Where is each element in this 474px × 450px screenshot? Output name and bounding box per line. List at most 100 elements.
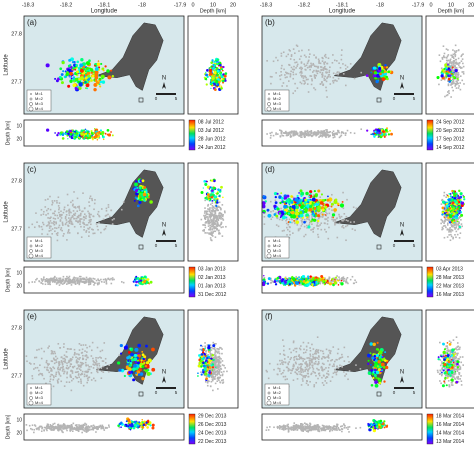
background-event: [452, 236, 455, 239]
north: N: [400, 223, 404, 229]
background-event: [462, 62, 464, 65]
background-event: [263, 223, 266, 225]
background-event: [59, 219, 62, 221]
background-event: [49, 375, 52, 378]
event: [382, 133, 386, 136]
event: [340, 282, 344, 286]
background-event: [296, 132, 299, 135]
background-event: [50, 216, 52, 219]
background-event: [46, 224, 49, 227]
background-event: [77, 365, 80, 368]
background-event: [317, 236, 320, 238]
background-event: [41, 233, 43, 235]
background-event: [324, 75, 326, 78]
background-event: [65, 278, 68, 281]
side-frame: [425, 162, 474, 262]
event: [306, 283, 310, 287]
event: [448, 193, 451, 195]
background-event: [83, 375, 86, 378]
background-event: [445, 57, 448, 59]
background-event: [31, 281, 34, 283]
event: [285, 199, 290, 203]
background-event: [319, 224, 321, 226]
event: [135, 280, 138, 284]
background-event: [325, 214, 328, 217]
background-event: [340, 134, 343, 137]
background-event: [88, 429, 91, 431]
background-event: [57, 367, 59, 370]
event: [296, 194, 299, 198]
event: [262, 279, 265, 282]
background-event: [270, 279, 272, 282]
background-event: [204, 232, 207, 234]
event: [206, 75, 209, 78]
background-event: [82, 429, 85, 431]
background-event: [309, 133, 311, 136]
event: [58, 75, 62, 79]
background-event: [446, 55, 449, 58]
event: [309, 192, 312, 195]
background-event: [34, 367, 37, 369]
event: [309, 190, 313, 194]
background-event: [47, 369, 49, 372]
north-arrow: [162, 82, 166, 89]
background-event: [79, 218, 82, 220]
background-event: [203, 229, 205, 231]
background-event: [40, 347, 43, 350]
event: [294, 280, 299, 285]
event: [308, 207, 313, 212]
background-event: [284, 76, 287, 79]
background-event: [271, 216, 274, 219]
event: [299, 213, 304, 218]
event: [80, 58, 84, 62]
background-event: [287, 72, 290, 75]
background-event: [214, 212, 217, 215]
event: [441, 213, 444, 216]
background-event: [336, 133, 338, 136]
background-event: [305, 130, 307, 133]
background-event: [211, 207, 213, 209]
strip-depth-label: Depth [km]: [5, 267, 11, 292]
event: [74, 68, 77, 71]
background-event: [220, 347, 222, 349]
event: [209, 67, 212, 70]
event: [290, 201, 294, 204]
background-event: [448, 231, 450, 233]
event: [56, 134, 59, 137]
background-event: [204, 210, 206, 213]
background-event: [87, 379, 89, 382]
background-event: [319, 280, 322, 283]
background-event: [66, 275, 68, 278]
background-event: [444, 209, 446, 211]
background-event: [344, 280, 347, 283]
background-event: [441, 226, 444, 229]
background-event: [314, 88, 317, 91]
event: [94, 129, 96, 132]
event: [453, 219, 456, 222]
event: [84, 128, 87, 131]
event: [134, 277, 137, 279]
background-event: [50, 367, 52, 370]
event: [445, 204, 450, 208]
background-event: [203, 230, 205, 232]
background-event: [284, 74, 286, 76]
background-event: [212, 347, 214, 350]
background-event: [301, 67, 303, 70]
longitude-tick: -18: [376, 2, 384, 8]
background-event: [209, 203, 212, 206]
background-event: [458, 217, 460, 219]
event: [98, 83, 101, 86]
background-event: [70, 201, 72, 204]
background-event: [307, 132, 310, 134]
colorbar-label: 01 Jan 2013: [198, 283, 226, 289]
background-event: [340, 277, 343, 280]
background-event: [327, 75, 330, 78]
background-event: [73, 213, 76, 216]
event: [372, 74, 376, 78]
legend-symbol: [28, 253, 34, 259]
background-event: [206, 215, 208, 218]
background-event: [57, 226, 60, 229]
background-event: [43, 377, 45, 380]
background-event: [71, 215, 74, 217]
background-event: [461, 58, 464, 60]
